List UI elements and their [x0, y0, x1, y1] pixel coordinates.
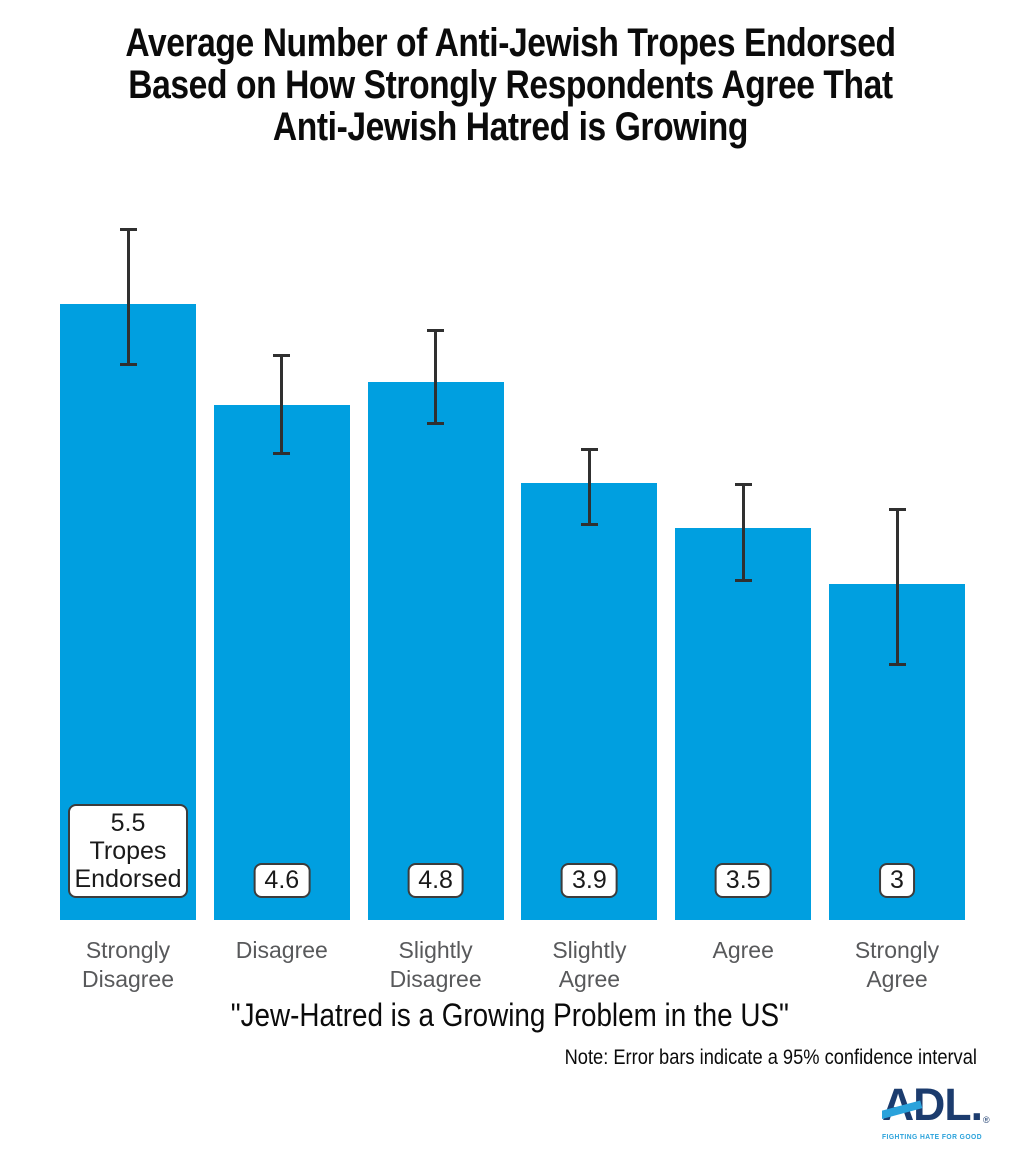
title-line-3: Anti-Jewish Hatred is Growing	[272, 105, 748, 149]
value-badge-text: Endorsed	[74, 865, 182, 893]
error-bar-cap-bottom	[580, 522, 598, 526]
adl-registered-mark: ®	[983, 1115, 990, 1125]
category-label-4: Slightly Agree	[552, 937, 627, 992]
chart-title: Average Number of Anti-Jewish Tropes End…	[0, 22, 1020, 148]
adl-logo: ADL. ® FIGHTING HATE FOR GOOD	[877, 1079, 992, 1144]
value-badge-1: 5.5 Tropes Endorsed	[68, 804, 188, 898]
value-badge-6: 3	[879, 863, 915, 898]
error-bar-cap-bottom	[119, 363, 137, 367]
bar-3	[367, 382, 504, 920]
error-bar-cap-top	[119, 228, 137, 232]
adl-tagline: FIGHTING HATE FOR GOOD	[882, 1132, 982, 1141]
confidence-interval-note-text: Note: Error bars indicate a 95% confiden…	[564, 1046, 977, 1069]
value-badge-text: 3.5	[725, 866, 761, 894]
error-bar-line	[126, 230, 130, 365]
error-bar-line	[587, 449, 591, 524]
error-bar-line	[280, 355, 284, 453]
value-badge-text: 3.9	[572, 866, 607, 894]
error-bar-line	[895, 510, 899, 664]
adl-logo-graphic: ADL. ® FIGHTING HATE FOR GOOD	[877, 1079, 990, 1141]
adl-stripe	[877, 1100, 923, 1120]
value-badge-5: 3.5	[714, 863, 772, 898]
title-line-2: Based on How Strongly Respondents Agree …	[127, 63, 893, 107]
category-label-5: Agree	[712, 937, 774, 963]
adl-wordmark: ADL.	[882, 1086, 982, 1130]
error-bar-line	[434, 330, 438, 423]
error-bar-cap-top	[273, 353, 291, 357]
bar-2	[213, 404, 350, 920]
confidence-interval-note: Note: Error bars indicate a 95% confiden…	[503, 1046, 977, 1070]
error-bar-line	[741, 485, 745, 580]
error-bar-cap-bottom	[427, 421, 445, 425]
value-badge-4: 3.9	[561, 863, 618, 898]
value-badge-2: 4.6	[253, 863, 311, 898]
error-bar-cap-bottom	[888, 662, 906, 666]
value-badge-text: 4.6	[264, 866, 300, 894]
error-bar-cap-bottom	[273, 451, 291, 455]
category-label-2: Disagree	[235, 937, 328, 963]
value-badge-text: 4.8	[418, 866, 453, 894]
x-axis-title-text: "Jew-Hatred is a Growing Problem in the …	[230, 997, 790, 1033]
value-badge-text: 5.5	[110, 809, 146, 837]
title-line-1: Average Number of Anti-Jewish Tropes End…	[124, 21, 896, 65]
bar-5	[675, 528, 812, 920]
chart-title-text: Average Number of Anti-Jewish Tropes End…	[124, 21, 896, 149]
category-label-3: Slightly Disagree	[389, 937, 482, 992]
value-badge-3: 4.8	[407, 863, 464, 898]
error-bar-cap-top	[888, 508, 906, 512]
category-label-1: Strongly Disagree	[81, 937, 175, 992]
error-bar-cap-top	[580, 447, 598, 451]
category-label-6: Strongly Agree	[854, 937, 940, 992]
value-badge-text: Tropes	[89, 837, 167, 865]
value-badge-text: 3	[890, 866, 904, 894]
error-bar-cap-top	[734, 483, 752, 487]
x-axis-title: "Jew-Hatred is a Growing Problem in the …	[0, 998, 1020, 1032]
error-bar-cap-bottom	[734, 578, 752, 582]
bar-4	[521, 483, 658, 920]
error-bar-cap-top	[427, 328, 445, 332]
